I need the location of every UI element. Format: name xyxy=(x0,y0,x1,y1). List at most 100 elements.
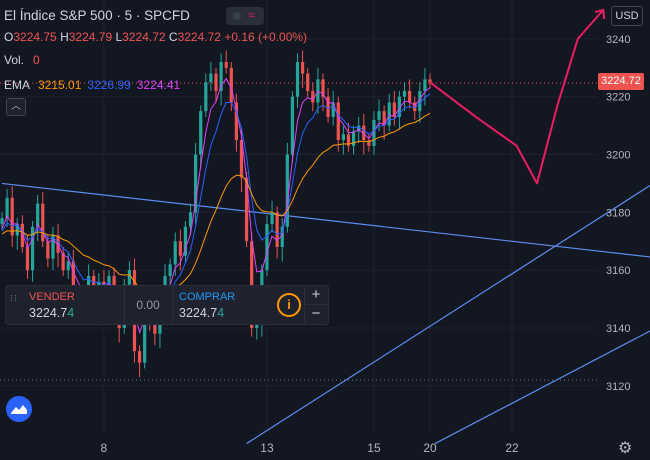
candle-body xyxy=(285,154,289,227)
candles xyxy=(0,50,432,378)
candle-body xyxy=(372,119,376,146)
spread-value: 0.00 xyxy=(136,298,160,312)
candle-body xyxy=(209,73,213,83)
currency-button[interactable]: USD xyxy=(611,6,643,26)
candle-body xyxy=(336,102,340,141)
candle-body xyxy=(51,235,55,259)
candle-body xyxy=(316,79,320,103)
candle-body xyxy=(219,62,223,91)
candle-body xyxy=(392,102,396,117)
open-value: 3224.75 xyxy=(13,30,57,44)
candle-body xyxy=(143,299,147,363)
candle-body xyxy=(194,154,198,213)
price-tick-label: 3180 xyxy=(606,207,630,219)
drawn-arrowhead xyxy=(594,8,606,20)
candle-body xyxy=(357,125,361,132)
chevron-up-icon: ︿ xyxy=(11,101,21,112)
candle-body xyxy=(321,79,325,97)
candle-body xyxy=(408,90,412,103)
volume-value: 0 xyxy=(33,53,40,67)
candle-body xyxy=(214,73,218,91)
info-icon[interactable]: i xyxy=(277,293,301,317)
candle-body xyxy=(5,197,9,219)
collapse-indicators-button[interactable]: ︿ xyxy=(6,98,26,116)
time-tick-label: 22 xyxy=(505,441,519,455)
drag-handle-icon[interactable]: ⁝⁝ xyxy=(10,293,18,303)
candle-body xyxy=(351,131,356,146)
candle-body xyxy=(244,177,249,242)
time-tick-label: 13 xyxy=(260,441,274,455)
tradingview-logo-icon[interactable] xyxy=(6,396,32,422)
buy-button[interactable]: COMPRAR 3224.74 xyxy=(172,286,271,324)
eye-icon xyxy=(233,12,241,20)
candle-body xyxy=(275,212,279,248)
sell-button[interactable]: VENDER 3224.74 xyxy=(23,286,125,324)
high-value: 3224.79 xyxy=(68,30,113,44)
candle-body xyxy=(153,322,157,334)
candle-body xyxy=(234,102,238,141)
candle-body xyxy=(127,270,131,285)
volume-readout[interactable]: Vol. 0 xyxy=(4,53,40,67)
candle-body xyxy=(250,241,254,328)
low-value: 3224.72 xyxy=(122,30,166,44)
candle-body xyxy=(306,73,310,91)
price-tick-label: 3220 xyxy=(606,92,630,104)
high-label: H xyxy=(60,30,69,44)
candle-body xyxy=(41,203,45,242)
ema-value-1: 3215.01 xyxy=(38,78,82,92)
time-axis[interactable]: 8 13 15 20 22 xyxy=(101,441,519,455)
candle-body xyxy=(137,351,142,363)
candle-body xyxy=(168,264,172,276)
candle-body xyxy=(346,134,351,146)
price-tick-label: 3240 xyxy=(606,34,630,46)
sell-label: VENDER xyxy=(29,291,75,303)
decrease-quantity-button[interactable]: − xyxy=(304,305,327,323)
candle-body xyxy=(10,197,14,236)
candle-body xyxy=(341,134,345,141)
trendline xyxy=(434,330,650,445)
candle-body xyxy=(71,261,75,294)
candle-body xyxy=(301,62,305,74)
gear-icon[interactable]: ⚙ xyxy=(618,440,633,457)
candle-body xyxy=(30,226,35,271)
candle-body xyxy=(224,62,228,68)
symbol-title[interactable]: El Índice S&P 500 · 5 · SPCFD xyxy=(4,8,190,23)
ema-label: EMA xyxy=(4,78,31,92)
candle-body xyxy=(255,322,259,328)
change-value: +0.16 (+0.00%) xyxy=(224,30,308,44)
candle-body xyxy=(199,111,203,155)
candle-body xyxy=(56,235,60,253)
candle-body xyxy=(92,275,96,294)
candle-body xyxy=(270,212,274,224)
ema-readout[interactable]: EMA 3215.01 3226.99 3224.41 xyxy=(4,78,180,92)
visibility-toggle[interactable]: ≈ xyxy=(226,7,264,25)
increase-quantity-button[interactable]: + xyxy=(304,286,327,305)
candle-body xyxy=(413,102,417,112)
candle-body xyxy=(107,275,111,294)
candle-body xyxy=(188,212,193,227)
open-label: O xyxy=(4,30,14,44)
candle-body xyxy=(290,96,295,155)
price-tick-label: 3120 xyxy=(606,381,630,393)
freehand-drawing xyxy=(429,8,606,185)
low-label: L xyxy=(115,30,123,44)
candle-body xyxy=(280,226,284,248)
candle-body xyxy=(0,218,4,224)
price-axis[interactable]: 3120 3140 3160 3180 3200 3220 3240 xyxy=(606,34,630,393)
candle-body xyxy=(36,203,40,227)
candle-body xyxy=(20,223,24,248)
candle-body xyxy=(423,79,427,91)
time-tick-label: 8 xyxy=(101,441,108,455)
current-price-tag: 3224.72 xyxy=(598,73,644,90)
candle-body xyxy=(377,111,381,120)
candle-body xyxy=(331,102,335,117)
trendline xyxy=(1,182,650,258)
candle-body xyxy=(397,96,402,117)
close-value: 3224.72 xyxy=(177,30,221,44)
ohlc-readout: O3224.75 H3224.79 L3224.72 C3224.72 +0.1… xyxy=(4,30,307,44)
candle-body xyxy=(66,261,70,271)
ema-line-mid xyxy=(1,93,431,322)
drawn-projection-path xyxy=(429,9,604,185)
candle-body xyxy=(367,140,371,146)
